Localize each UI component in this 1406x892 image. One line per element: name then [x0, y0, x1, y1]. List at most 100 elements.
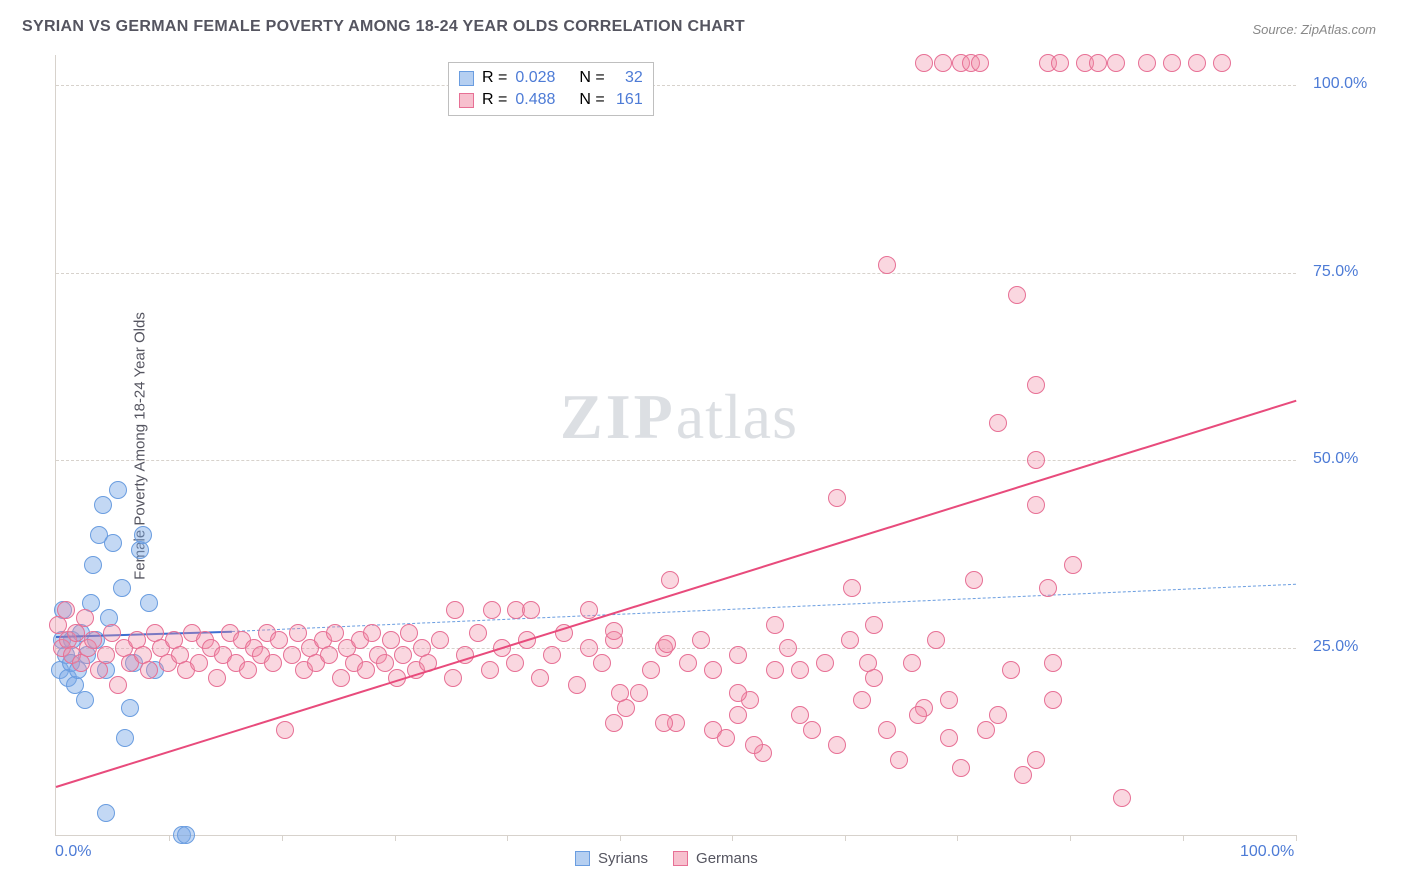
x-tick [1070, 835, 1071, 841]
data-point [940, 691, 958, 709]
data-point [84, 556, 102, 574]
x-tick [507, 835, 508, 841]
data-point [469, 624, 487, 642]
data-point [543, 646, 561, 664]
data-point [791, 706, 809, 724]
data-point [745, 736, 763, 754]
legend-item: Syrians [575, 850, 648, 867]
data-point [1027, 496, 1045, 514]
data-point [971, 54, 989, 72]
data-point [729, 646, 747, 664]
x-tick [845, 835, 846, 841]
data-point [1027, 451, 1045, 469]
data-point [283, 646, 301, 664]
legend-label: Syrians [598, 850, 648, 867]
data-point [1188, 54, 1206, 72]
data-point [704, 661, 722, 679]
legend-label: Germans [696, 850, 758, 867]
data-point [276, 721, 294, 739]
data-point [394, 646, 412, 664]
legend-row: R =0.028N =32 [459, 67, 643, 89]
data-point [630, 684, 648, 702]
data-point [109, 676, 127, 694]
data-point [927, 631, 945, 649]
data-point [97, 804, 115, 822]
data-point [264, 654, 282, 672]
data-point [977, 721, 995, 739]
data-point [729, 684, 747, 702]
data-point [444, 669, 462, 687]
data-point [1044, 654, 1062, 672]
data-point [140, 661, 158, 679]
data-point [357, 661, 375, 679]
correlation-legend: R =0.028N =32R =0.488N =161 [448, 62, 654, 116]
data-point [766, 661, 784, 679]
data-point [1089, 54, 1107, 72]
legend-r-value: 0.028 [515, 67, 555, 89]
data-point [1027, 376, 1045, 394]
legend-swatch [673, 851, 688, 866]
data-point [661, 571, 679, 589]
data-point [1138, 54, 1156, 72]
data-point [568, 676, 586, 694]
data-point [522, 601, 540, 619]
data-point [580, 601, 598, 619]
data-point [803, 721, 821, 739]
data-point [481, 661, 499, 679]
data-point [1064, 556, 1082, 574]
data-point [116, 729, 134, 747]
data-point [1014, 766, 1032, 784]
legend-r-label: R = [482, 89, 507, 111]
data-point [642, 661, 660, 679]
data-point [878, 256, 896, 274]
data-point [1044, 691, 1062, 709]
data-point [909, 706, 927, 724]
x-tick [282, 835, 283, 841]
x-tick [732, 835, 733, 841]
data-point [853, 691, 871, 709]
data-point [506, 654, 524, 672]
data-point [828, 736, 846, 754]
data-point [382, 631, 400, 649]
data-point [729, 706, 747, 724]
legend-swatch [459, 71, 474, 86]
data-point [1213, 54, 1231, 72]
data-point [1039, 579, 1057, 597]
data-point [376, 654, 394, 672]
x-tick-label: 0.0% [55, 843, 91, 861]
y-tick-label: 75.0% [1313, 263, 1358, 281]
data-point [94, 496, 112, 514]
data-point [400, 624, 418, 642]
data-point [952, 759, 970, 777]
series-legend: Syrians Germans [575, 850, 758, 867]
data-point [890, 751, 908, 769]
data-point [1027, 751, 1045, 769]
y-tick-label: 50.0% [1313, 450, 1358, 468]
data-point [134, 526, 152, 544]
data-point [177, 826, 195, 844]
data-point [363, 624, 381, 642]
data-point [580, 639, 598, 657]
data-point [76, 691, 94, 709]
y-tick-label: 25.0% [1313, 638, 1358, 656]
data-point [679, 654, 697, 672]
data-point [483, 601, 501, 619]
data-point [270, 631, 288, 649]
data-point [57, 601, 75, 619]
chart-title: SYRIAN VS GERMAN FEMALE POVERTY AMONG 18… [22, 18, 745, 36]
data-point [865, 616, 883, 634]
data-point [859, 654, 877, 672]
data-point [103, 624, 121, 642]
data-point [109, 481, 127, 499]
data-point [76, 609, 94, 627]
data-point [841, 631, 859, 649]
grid-line [56, 85, 1296, 86]
trend-line [232, 584, 1296, 632]
data-point [989, 414, 1007, 432]
data-point [989, 706, 1007, 724]
data-point [779, 639, 797, 657]
data-point [239, 661, 257, 679]
data-point [816, 654, 834, 672]
legend-r-label: R = [482, 67, 507, 89]
y-tick-label: 100.0% [1313, 75, 1367, 93]
